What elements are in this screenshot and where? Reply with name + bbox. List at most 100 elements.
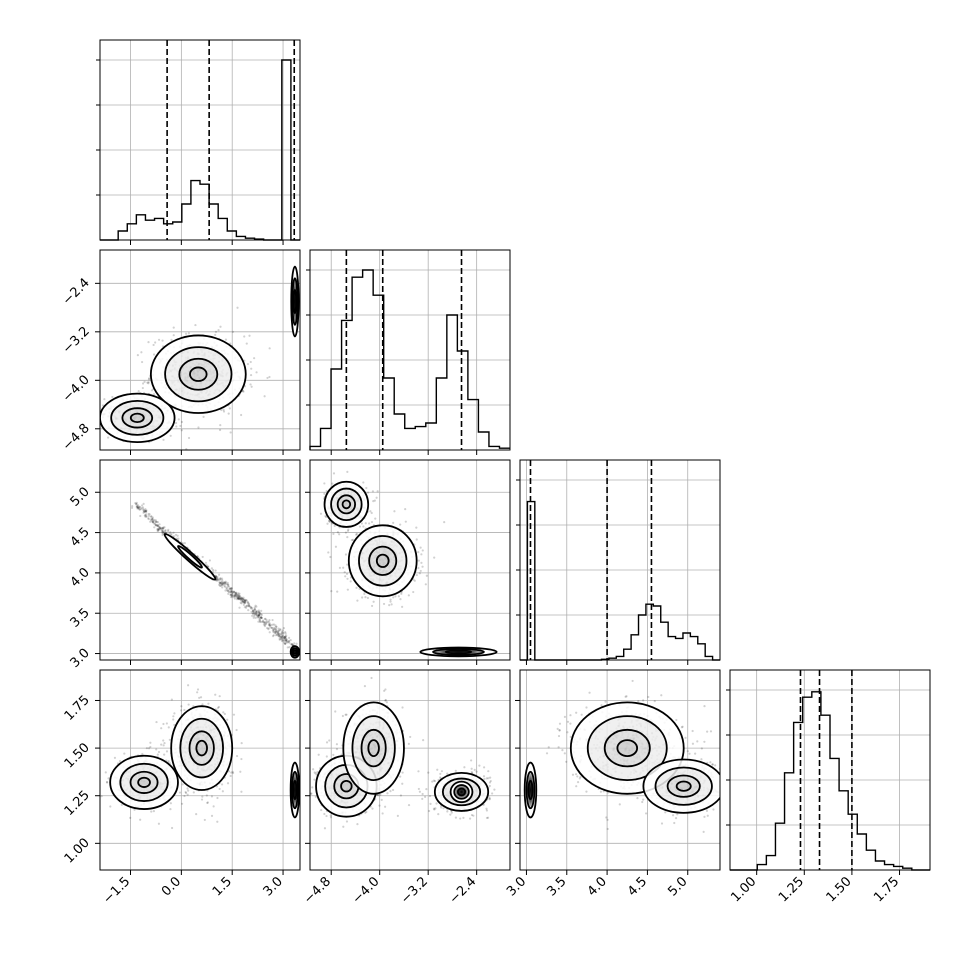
sample-point — [157, 528, 160, 531]
sample-point — [487, 770, 490, 773]
histogram-1 — [100, 59, 300, 241]
sample-point — [271, 629, 274, 632]
sample-point — [284, 636, 287, 640]
sample-point — [282, 627, 286, 630]
y-tick-label: 3.5 — [68, 605, 93, 630]
sample-point — [236, 306, 239, 309]
sample-point — [346, 529, 350, 532]
sample-point — [314, 795, 317, 798]
sample-point — [226, 585, 230, 588]
sample-point — [226, 583, 230, 586]
sample-point — [212, 568, 215, 572]
sample-point — [111, 395, 114, 399]
sample-point — [246, 601, 250, 604]
sample-point — [145, 510, 148, 514]
sample-point — [388, 603, 391, 607]
sample-point — [216, 820, 219, 823]
sample-point — [138, 506, 141, 509]
sample-point — [217, 329, 220, 332]
sample-point — [317, 753, 320, 756]
sample-point — [184, 332, 188, 335]
contour-level — [368, 545, 398, 576]
sample-point — [230, 590, 233, 593]
sample-point — [103, 398, 106, 401]
sample-point — [172, 334, 175, 337]
sample-point — [238, 595, 241, 598]
sample-point — [276, 631, 279, 634]
sample-point — [88, 393, 90, 395]
hot-inner — [292, 288, 298, 315]
sample-point — [313, 771, 316, 774]
sample-point — [257, 614, 260, 617]
sample-point — [168, 532, 171, 535]
sample-point — [488, 781, 492, 784]
sample-point — [229, 431, 232, 434]
sample-point — [149, 745, 152, 749]
sample-point — [156, 529, 159, 532]
sample-point — [262, 623, 266, 626]
sample-point — [153, 518, 156, 522]
sample-point — [470, 813, 474, 817]
sample-point — [289, 639, 292, 642]
sample-point — [265, 618, 268, 622]
sample-point — [232, 771, 235, 775]
sample-point — [421, 565, 424, 568]
sample-point — [105, 780, 109, 784]
sample-point — [225, 583, 228, 586]
sample-point — [244, 600, 247, 603]
sample-point — [158, 523, 161, 526]
sample-point — [159, 526, 162, 529]
sample-point — [237, 593, 240, 596]
sample-point — [237, 592, 240, 595]
sample-point — [255, 371, 258, 374]
sample-point — [144, 510, 148, 513]
x-tick-label: 1.50 — [824, 874, 855, 905]
sample-point — [245, 599, 248, 602]
sample-point — [89, 406, 91, 408]
sample-point — [217, 573, 221, 576]
sample-point — [488, 796, 491, 799]
sample-point — [247, 602, 250, 605]
sample-point — [96, 402, 98, 404]
sample-point — [362, 525, 365, 528]
sample-point — [152, 343, 155, 347]
sample-point — [289, 643, 293, 646]
sample-point — [437, 813, 440, 816]
sample-point — [269, 624, 272, 627]
sample-point — [143, 514, 146, 517]
sample-point — [369, 510, 372, 513]
y-tick-label: −4.0 — [60, 373, 93, 406]
sample-point — [216, 575, 219, 579]
sample-point — [233, 594, 236, 597]
sample-point — [144, 515, 147, 518]
sample-point — [224, 338, 228, 341]
sample-point — [325, 515, 328, 519]
sample-point — [172, 715, 175, 718]
sample-point — [223, 584, 226, 587]
sample-point — [470, 759, 473, 762]
sample-point — [210, 567, 214, 570]
sample-point — [177, 537, 180, 540]
sample-point — [136, 505, 139, 509]
sample-point — [259, 617, 262, 620]
sample-point — [248, 334, 251, 337]
sample-point — [432, 807, 436, 810]
sample-point — [238, 597, 242, 600]
sample-point — [449, 813, 452, 816]
sample-point — [250, 385, 253, 388]
sample-point — [434, 807, 437, 810]
sample-point — [341, 714, 344, 718]
sample-point — [212, 805, 215, 808]
sample-point — [234, 593, 237, 597]
sample-point — [268, 622, 271, 625]
sample-point — [371, 490, 375, 493]
sample-point — [106, 781, 109, 784]
sample-point — [158, 527, 162, 530]
sample-point — [252, 610, 255, 613]
sample-point — [151, 519, 154, 522]
sample-point — [162, 438, 165, 441]
sample-point — [223, 581, 226, 585]
sample-point — [215, 576, 219, 579]
sample-point — [141, 752, 144, 756]
sample-point — [272, 628, 275, 631]
